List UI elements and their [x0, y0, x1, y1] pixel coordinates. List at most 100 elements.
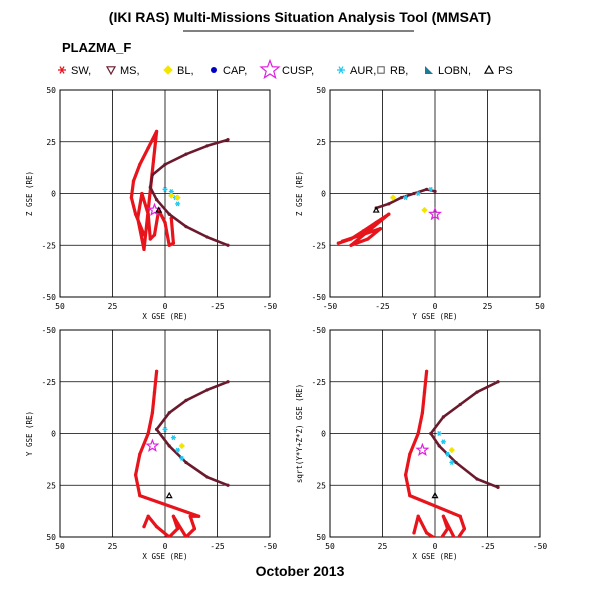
x-tick-label: 0 — [433, 542, 438, 551]
x-tick-label: 0 — [433, 302, 438, 311]
legend-aur-label: AUR, — [350, 65, 376, 77]
data-point-sw — [403, 473, 408, 477]
data-point-ms — [437, 444, 441, 448]
footer-date: October 2013 — [256, 563, 345, 579]
series-bl — [389, 194, 428, 214]
x-tick-label: 50 — [325, 542, 335, 551]
data-point-sw — [148, 237, 152, 241]
data-layer — [336, 186, 443, 247]
data-point-sw — [349, 243, 353, 247]
x-tick-label: -25 — [210, 542, 225, 551]
series-bl — [168, 192, 181, 201]
data-point-bl — [448, 446, 456, 454]
data-point-sw — [150, 411, 155, 415]
data-point-ms — [429, 431, 433, 436]
data-point-sw — [196, 514, 201, 518]
y-tick-label: 50 — [316, 86, 326, 95]
legend-bl-marker-icon — [163, 65, 173, 75]
legend-ms-marker-icon — [105, 66, 117, 76]
data-point-bl — [174, 194, 181, 201]
data-point-ms — [150, 173, 155, 177]
legend-item-cap: CAP, — [211, 65, 247, 77]
plot-name: PLAZMA_F — [62, 40, 131, 55]
data-point-ms — [205, 235, 209, 239]
series-cusp — [145, 438, 160, 452]
x-tick-label: 25 — [108, 302, 118, 311]
legend-item-ms: MS, — [105, 65, 140, 77]
data-point-ms — [163, 162, 167, 167]
x-axis-label: X GSE (RE) — [142, 552, 187, 561]
data-point-sw — [445, 527, 450, 531]
legend-item-cusp: CUSP, — [259, 58, 314, 80]
plot-frame — [329, 89, 541, 298]
data-point-sw — [133, 473, 138, 477]
data-point-ms — [154, 198, 159, 202]
y-tick-label: -25 — [312, 378, 327, 387]
data-point-ms — [226, 138, 230, 142]
legend-cap-label: CAP, — [223, 65, 247, 77]
x-axis-label: Y GSE (RE) — [412, 312, 457, 321]
y-tick-label: -25 — [42, 378, 57, 387]
legend-sw-label: SW, — [71, 65, 91, 77]
series-ms — [154, 380, 230, 487]
data-point-bl — [389, 194, 397, 201]
legend-item-ps: PS — [483, 64, 513, 77]
legend-lobn-label: LOBN, — [438, 65, 471, 77]
y-tick-label: -25 — [42, 241, 57, 250]
data-point-sw — [138, 162, 142, 167]
data-point-ms — [496, 485, 500, 489]
data-layer — [403, 369, 500, 542]
data-point-sw — [154, 129, 159, 134]
data-point-cusp — [145, 438, 160, 452]
x-tick-label: -25 — [210, 302, 225, 311]
data-point-cusp — [415, 442, 430, 457]
data-point-sw — [366, 237, 370, 241]
y-tick-label: 0 — [321, 430, 326, 439]
data-point-sw — [167, 535, 171, 537]
y-tick-label: 25 — [316, 481, 326, 490]
data-point-sw — [188, 514, 192, 518]
y-tick-label: 50 — [316, 533, 326, 542]
plot-frame — [59, 329, 271, 538]
data-point-ms — [412, 191, 416, 196]
data-point-ms — [184, 224, 188, 229]
data-point-sw — [424, 369, 429, 374]
series-sw-path — [404, 369, 466, 537]
data-point-sw — [138, 452, 142, 456]
x-axis-label: X GSE (RE) — [142, 312, 187, 321]
data-point-ms — [205, 475, 209, 479]
data-point-sw — [142, 247, 146, 252]
data-point-sw — [171, 241, 176, 245]
legend-aur-marker-icon — [337, 66, 345, 74]
data-point-sw — [336, 241, 341, 245]
data-point-sw — [192, 527, 197, 531]
data-point-sw — [361, 229, 366, 233]
data-point-ms — [387, 202, 391, 206]
legend: SW, MS, BL, CAP, CUSP, AUR, RB, LOBN, PS — [58, 58, 513, 80]
data-point-sw — [374, 220, 378, 225]
legend-item-sw: SW, — [58, 65, 91, 77]
y-tick-label: 25 — [316, 138, 326, 147]
data-point-aur — [403, 195, 409, 201]
panel-top-right: -50 -25 0 25 50 50 25 0 -25 -50 Y GSE (RE) Z GSE (R… — [295, 86, 545, 321]
series-aur — [162, 426, 185, 461]
data-point-sw — [438, 539, 441, 542]
data-point-sw — [142, 233, 146, 237]
legend-item-bl: BL, — [163, 65, 194, 77]
legend-cusp-marker-icon — [259, 58, 281, 80]
data-point-ms — [167, 411, 171, 415]
y-axis-label: sqrt(Y*Y+Z*Z) GSE (RE) — [295, 384, 304, 483]
series-bl — [448, 446, 456, 454]
data-point-sw — [408, 493, 412, 498]
data-point-sw — [458, 514, 462, 518]
panel-bottom-right: 50 25 0 -25 -50 -50 -25 0 25 50 X GSE (RE) sqrt(Y*Y… — [295, 326, 547, 561]
legend-ms-label: MS, — [120, 65, 140, 77]
series-ms — [429, 380, 500, 489]
series-ms — [148, 138, 230, 247]
data-point-bl — [421, 206, 428, 214]
data-point-ms — [167, 212, 171, 216]
data-point-aur — [179, 455, 185, 461]
data-point-aur — [175, 447, 181, 453]
legend-ps-marker-icon — [483, 64, 495, 74]
